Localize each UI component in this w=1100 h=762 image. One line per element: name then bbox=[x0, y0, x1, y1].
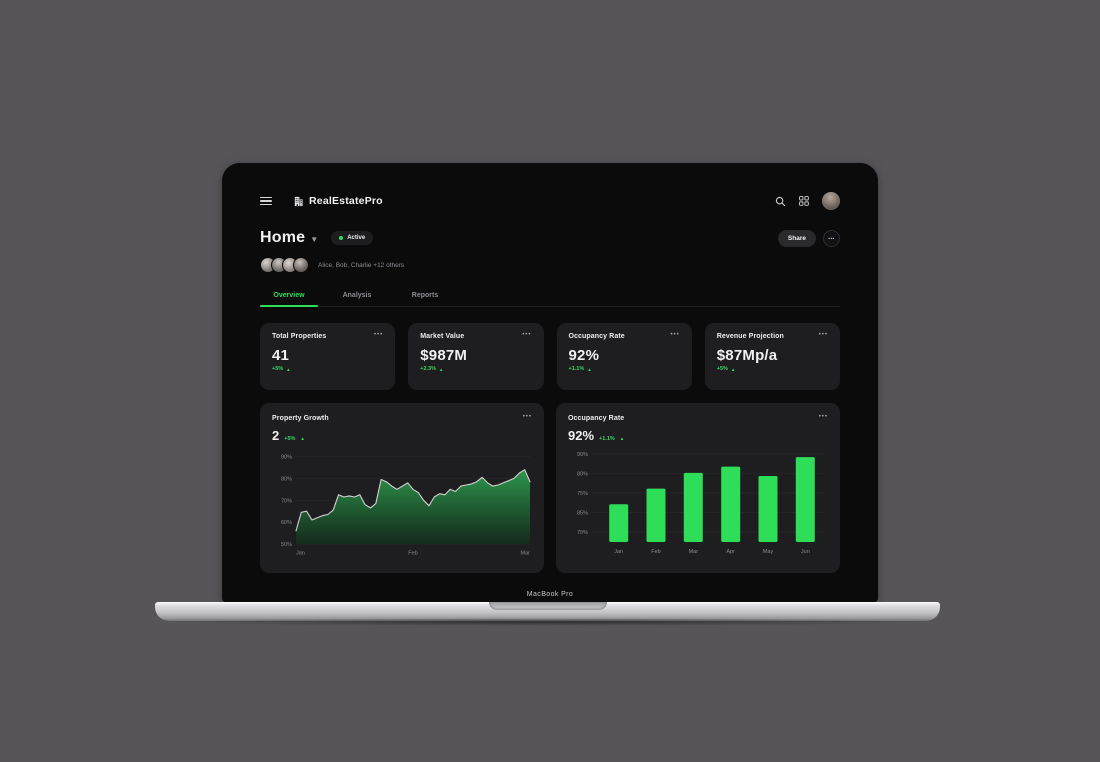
stat-card-occupancy-rate: Occupancy Rate ••• 92% +1.1% ▲ bbox=[556, 323, 692, 390]
stat-change: +1.1% bbox=[568, 366, 585, 372]
triangle-up-icon: ▲ bbox=[439, 366, 444, 372]
ellipsis-icon[interactable]: ••• bbox=[522, 332, 532, 338]
triangle-up-icon: ▲ bbox=[300, 436, 305, 441]
ellipsis-icon[interactable]: ••• bbox=[373, 332, 384, 338]
chart-change: +1.1% bbox=[599, 436, 615, 442]
status-dot-icon bbox=[339, 236, 344, 240]
svg-text:Feb: Feb bbox=[408, 551, 417, 557]
stat-value: 41 bbox=[272, 347, 290, 364]
stat-change: +5% bbox=[716, 366, 728, 372]
share-button[interactable]: Share bbox=[777, 229, 816, 247]
collaborator-avatars bbox=[260, 257, 309, 273]
laptop-base bbox=[155, 602, 940, 626]
triangle-up-icon: ▲ bbox=[730, 366, 736, 372]
app-brand: RealEstatePro bbox=[293, 195, 383, 207]
triangle-up-icon: ▲ bbox=[587, 366, 592, 372]
svg-text:80%: 80% bbox=[577, 472, 588, 478]
property-growth-area-chart: 90% 80% 70% 60% 50% Jan Feb Mar bbox=[272, 446, 532, 558]
chart-headline-value: 92% bbox=[568, 428, 595, 443]
svg-text:60%: 60% bbox=[281, 520, 292, 526]
svg-text:Jan: Jan bbox=[614, 549, 623, 555]
app-name: RealEstatePro bbox=[309, 195, 383, 207]
svg-text:80%: 80% bbox=[281, 476, 292, 482]
occupancy-rate-bar-chart: 90% 80% 75% 85% 70% Jan Feb Mar Apr May Jun bbox=[568, 446, 828, 558]
svg-text:85%: 85% bbox=[577, 511, 588, 517]
page-title[interactable]: Home bbox=[260, 229, 306, 246]
stat-value: 92% bbox=[568, 347, 600, 364]
svg-text:90%: 90% bbox=[281, 455, 292, 461]
macbook-pro-label: MacBook Pro bbox=[526, 591, 574, 598]
svg-text:50%: 50% bbox=[281, 542, 292, 548]
svg-text:70%: 70% bbox=[281, 498, 292, 504]
app-header: RealEstatePro bbox=[260, 192, 840, 210]
svg-text:May: May bbox=[763, 549, 774, 555]
ellipsis-icon[interactable]: ••• bbox=[522, 414, 532, 420]
svg-text:Apr: Apr bbox=[726, 549, 735, 555]
stat-card-market-value: Market Value ••• $987M +2.3% ▲ bbox=[408, 323, 544, 390]
svg-text:75%: 75% bbox=[577, 491, 588, 497]
ellipsis-icon[interactable]: ••• bbox=[818, 332, 828, 338]
svg-text:Mar: Mar bbox=[689, 549, 699, 555]
stat-change: +2.3% bbox=[420, 366, 436, 372]
tab-reports[interactable]: Reports bbox=[411, 292, 439, 299]
ellipsis-icon[interactable]: ••• bbox=[818, 414, 828, 420]
stat-card-total-properties: Total Properties ••• 41 +5% ▲ bbox=[260, 323, 396, 390]
svg-text:Jun: Jun bbox=[801, 549, 810, 555]
stats-grid: Total Properties ••• 41 +5% ▲ Market Val… bbox=[260, 323, 840, 390]
user-avatar[interactable] bbox=[822, 192, 840, 210]
chart-change: +5% bbox=[284, 436, 296, 442]
ellipsis-icon[interactable]: ••• bbox=[670, 332, 680, 338]
collaborators-row: Alice, Bob, Charlie +12 others bbox=[260, 257, 840, 273]
svg-text:Mar: Mar bbox=[521, 551, 531, 557]
collaborator-avatar bbox=[293, 257, 309, 273]
chevron-down-icon[interactable]: ▼ bbox=[310, 234, 319, 244]
svg-text:90%: 90% bbox=[577, 452, 588, 458]
stat-change: +5% bbox=[272, 366, 284, 372]
building-logo-icon bbox=[293, 196, 304, 207]
occupancy-rate-chart-card: Occupancy Rate ••• 92% +1.1% ▲ 90% 80% 75%… bbox=[556, 403, 840, 573]
stat-card-revenue-projection: Revenue Projection ••• $87Mp/a +5% ▲ bbox=[704, 323, 840, 390]
chart-headline-value: 2 bbox=[272, 428, 280, 443]
svg-text:Jan: Jan bbox=[296, 551, 305, 557]
stat-value: $987M bbox=[420, 347, 468, 364]
property-growth-chart-card: Property Growth ••• 2 +5% ▲ 90% 80% 70% 60%… bbox=[260, 403, 544, 573]
tab-analysis[interactable]: Analysis bbox=[342, 292, 372, 299]
apps-grid-icon[interactable] bbox=[799, 196, 809, 206]
collaborators-label: Alice, Bob, Charlie +12 others bbox=[318, 261, 405, 269]
tab-overview[interactable]: Overview bbox=[260, 286, 318, 307]
search-icon[interactable] bbox=[775, 196, 786, 207]
triangle-up-icon: ▲ bbox=[286, 366, 291, 372]
charts-grid: Property Growth ••• 2 +5% ▲ 90% 80% 70% 60%… bbox=[260, 403, 840, 573]
svg-text:Feb: Feb bbox=[651, 549, 660, 555]
realestatepro-app: RealEstatePro bbox=[222, 163, 878, 602]
stat-value: $87Mp/a bbox=[716, 347, 778, 364]
triangle-up-icon: ▲ bbox=[619, 436, 625, 441]
more-options-button[interactable]: ••• bbox=[823, 229, 840, 247]
laptop-lid-notch bbox=[488, 602, 607, 610]
tab-bar: Overview Analysis Reports bbox=[260, 286, 840, 307]
page-title-row: Home ▼ Active Share ••• bbox=[260, 229, 840, 247]
status-badge: Active bbox=[331, 231, 374, 245]
svg-text:70%: 70% bbox=[577, 530, 588, 536]
laptop-screen: RealEstatePro bbox=[222, 163, 878, 602]
hamburger-menu-icon[interactable] bbox=[260, 196, 272, 206]
